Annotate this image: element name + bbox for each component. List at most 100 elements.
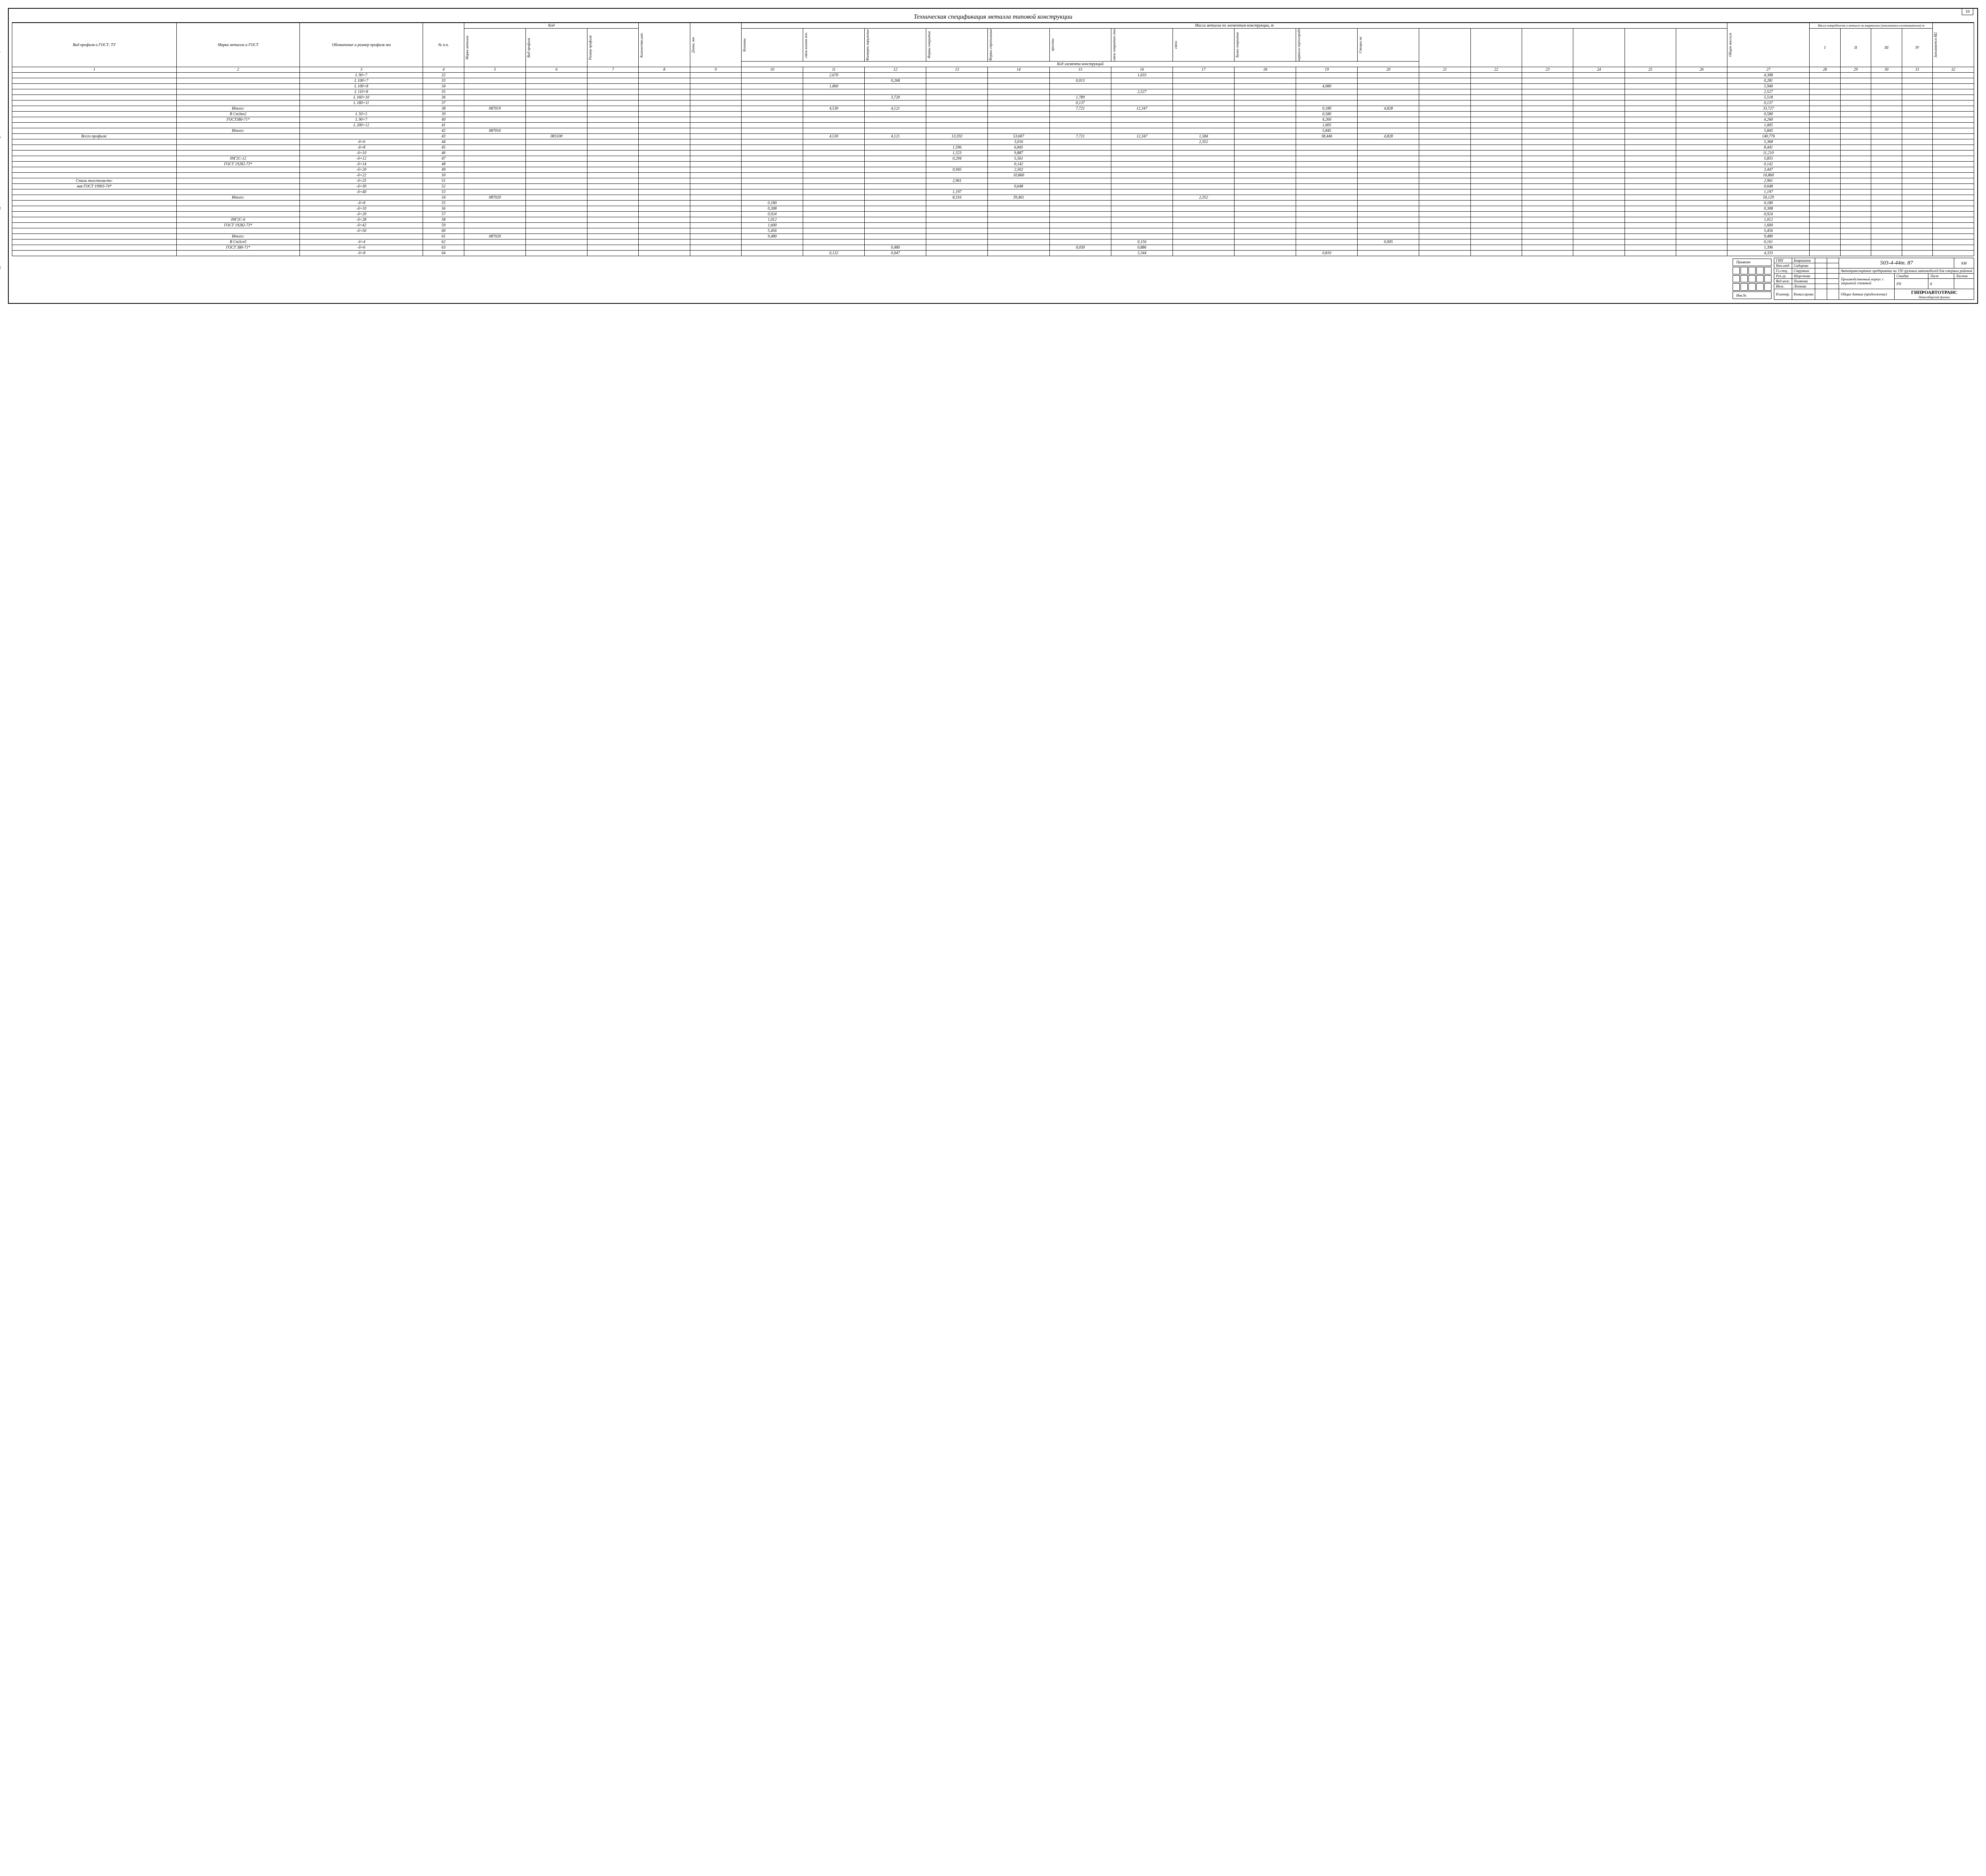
cell (1173, 95, 1234, 100)
cell (1111, 139, 1173, 145)
cell (1625, 251, 1676, 256)
cell (1933, 128, 1974, 134)
cell (1111, 228, 1173, 234)
table-row: -δ=8451,5966,8458,441 (12, 145, 1974, 151)
cell (1296, 167, 1358, 173)
cell (690, 78, 741, 84)
cell: 45 (423, 145, 464, 151)
cell (1234, 162, 1296, 167)
cell (1676, 162, 1727, 167)
cell: -δ=42 (300, 223, 423, 228)
cell (1111, 78, 1173, 84)
cell (1840, 178, 1871, 184)
cell (1625, 145, 1676, 151)
cell (741, 89, 803, 95)
cell (1573, 201, 1625, 206)
cell (1573, 217, 1625, 223)
cell (741, 139, 803, 145)
cell (1358, 245, 1419, 251)
cell (1522, 112, 1573, 117)
cell (1625, 78, 1676, 84)
cell (1419, 167, 1470, 173)
role: Нач.отд. (1774, 263, 1792, 268)
cell (1111, 173, 1173, 178)
cell (639, 239, 690, 245)
cell (1933, 78, 1974, 84)
cell: ГОСТ 19282-73* (176, 162, 299, 167)
cell (176, 123, 299, 128)
cell (1871, 123, 1902, 128)
h-c10: Колонны (742, 29, 746, 61)
cell (1933, 228, 1974, 234)
cell (1933, 195, 1974, 201)
cell (690, 95, 741, 100)
cell: 2,502 (988, 167, 1049, 173)
cell (865, 167, 926, 173)
cell (1419, 89, 1470, 95)
table-row: -δ=10560,3080,308 (12, 206, 1974, 212)
cell (803, 123, 865, 128)
table-row: 09Г2С-6-δ=28581,0121,012 (12, 217, 1974, 223)
cell (1573, 112, 1625, 117)
cell (1522, 100, 1573, 106)
cell (1676, 100, 1727, 106)
cell (803, 156, 865, 162)
h-c17: связи (1174, 29, 1178, 61)
cell (1234, 189, 1296, 195)
cell (741, 106, 803, 112)
cell (1625, 206, 1676, 212)
cell: 13,592 (926, 134, 988, 139)
cell (1871, 89, 1902, 95)
cell (865, 156, 926, 162)
cell (1111, 156, 1173, 162)
cell (1625, 139, 1676, 145)
cell: 40 (423, 117, 464, 123)
cell (1840, 201, 1871, 206)
cell: 3,016 (988, 139, 1049, 145)
cell (1933, 89, 1974, 95)
cell (525, 162, 587, 167)
cell (1296, 223, 1358, 228)
cell (741, 195, 803, 201)
cell (1358, 139, 1419, 145)
cell (803, 100, 865, 106)
cell (1902, 117, 1933, 123)
cell (176, 251, 299, 256)
col-num: 1 (12, 67, 177, 73)
cell (1573, 212, 1625, 217)
cell (1676, 167, 1727, 173)
cell (926, 89, 988, 95)
cell: 36 (423, 95, 464, 100)
cell (1871, 201, 1902, 206)
cell (741, 100, 803, 106)
cell: Итого: (176, 195, 299, 201)
cell (1173, 201, 1234, 206)
cell: 087019 (464, 106, 525, 112)
cell (1840, 173, 1871, 178)
table-row: -δ=20570,9240,924 (12, 212, 1974, 217)
cell (587, 123, 639, 128)
cell (587, 139, 639, 145)
cell (464, 95, 525, 100)
cell (926, 245, 988, 251)
cell (1676, 151, 1727, 156)
cell (865, 89, 926, 95)
h-c13: Фермы покрытия (927, 29, 931, 61)
cell (1111, 189, 1173, 195)
cell (803, 245, 865, 251)
cell: 1,600 (1727, 223, 1810, 228)
cell (1470, 156, 1522, 162)
col-num: 31 (1902, 67, 1933, 73)
cell (1358, 73, 1419, 78)
title-block-area: Привязан Инв.№ ГИП Бояршинов 503-4-44т. … (12, 258, 1974, 300)
cell (926, 84, 988, 89)
col-num: 15 (1049, 67, 1111, 73)
cell (639, 78, 690, 84)
cell (1358, 251, 1419, 256)
main-title: Техническая спецификация металла типовой… (12, 12, 1974, 23)
cell (865, 117, 926, 123)
cell (926, 239, 988, 245)
cell: -δ=40 (300, 189, 423, 195)
cell (525, 189, 587, 195)
cell (1676, 239, 1727, 245)
